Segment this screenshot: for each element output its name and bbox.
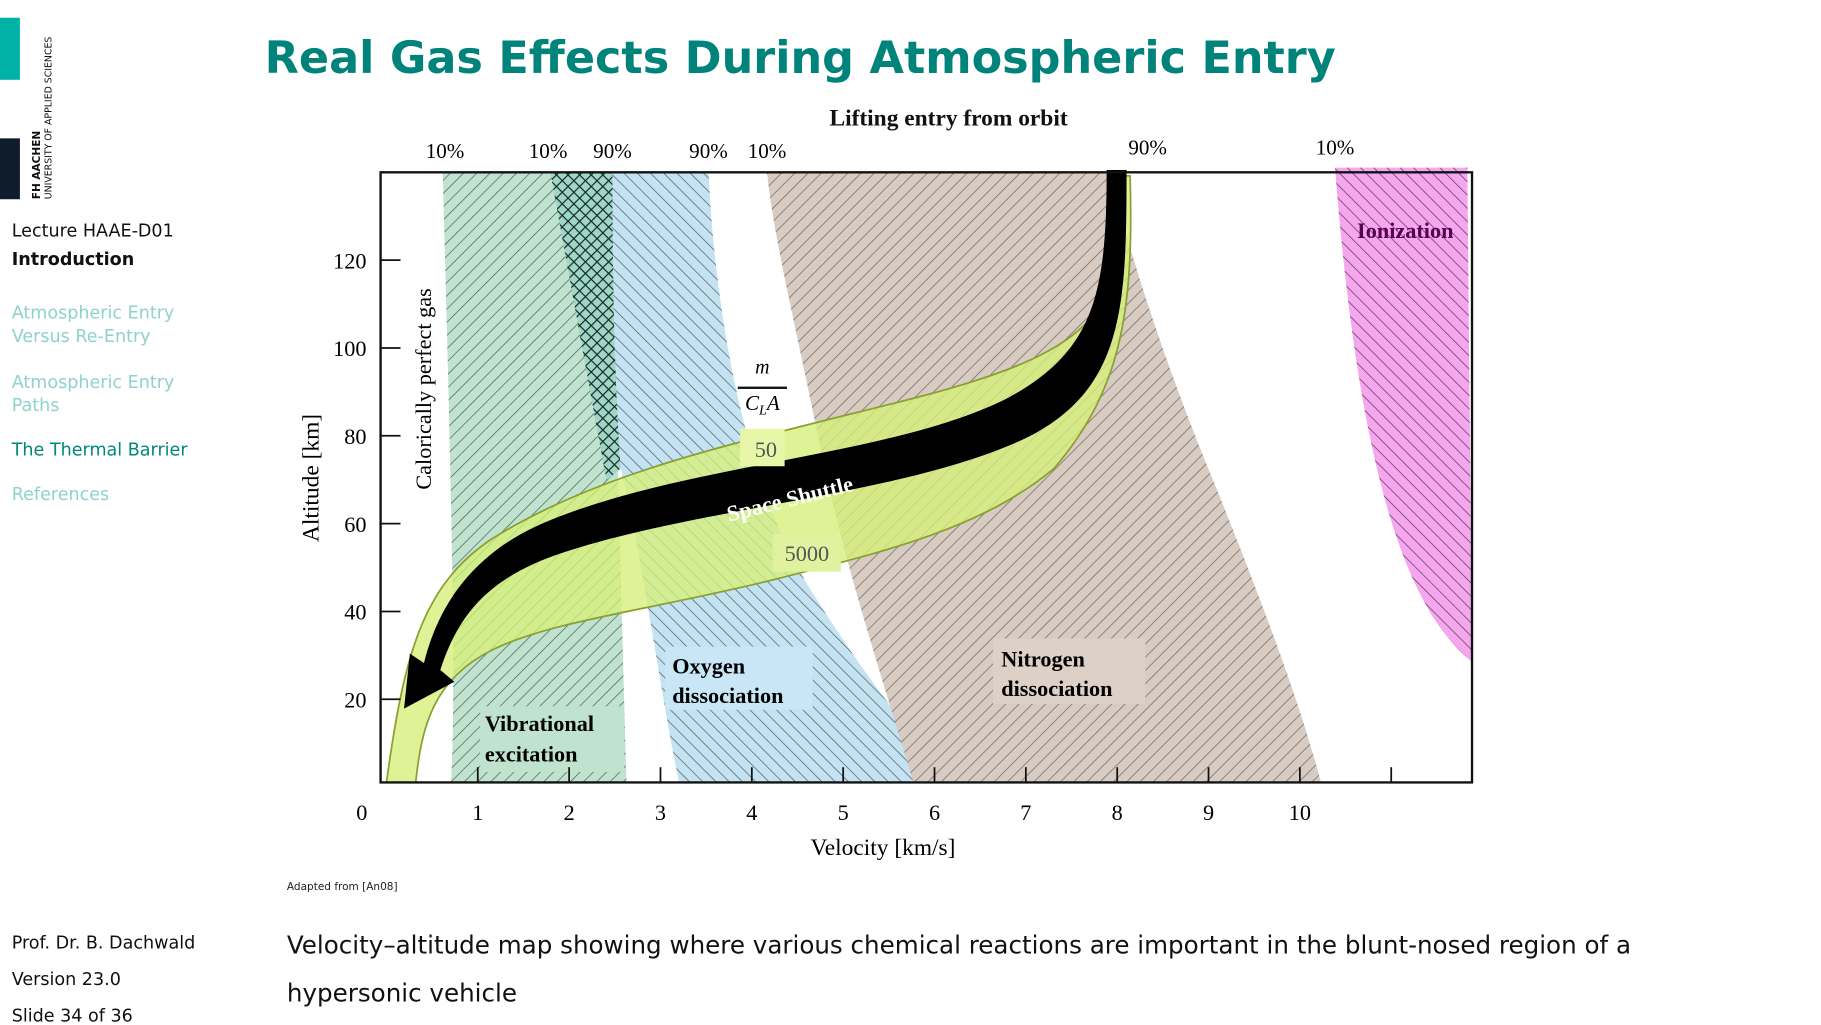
x-axis-label: Velocity [km/s] bbox=[810, 835, 955, 861]
logo-bar bbox=[0, 138, 20, 200]
nav-line: Paths bbox=[12, 396, 60, 416]
y-tick-label: 40 bbox=[344, 600, 366, 625]
footer: Prof. Dr. B. Dachwald Version 23.0 Slide 3… bbox=[12, 934, 196, 1025]
logo-subtitle: UNIVERSITY OF APPLIED SCIENCES bbox=[44, 37, 55, 200]
percent-label: 90% bbox=[1128, 136, 1167, 160]
x-tick-label: 7 bbox=[1020, 800, 1031, 825]
label-box bbox=[665, 646, 813, 710]
percent-label: 90% bbox=[593, 139, 632, 163]
percent-label: 10% bbox=[426, 139, 465, 163]
corridor-label: 50 bbox=[755, 437, 777, 462]
label-box bbox=[993, 638, 1146, 704]
nav-line: References bbox=[12, 485, 110, 505]
percent-label: 10% bbox=[1316, 136, 1355, 160]
caption: Velocity–altitude map showing where vari… bbox=[287, 930, 1631, 1007]
nav-line: The Thermal Barrier bbox=[11, 441, 189, 461]
footer-line: Slide 34 of 36 bbox=[12, 1006, 133, 1025]
x-tick-label: 4 bbox=[746, 800, 757, 825]
y-tick-label: 60 bbox=[344, 512, 366, 537]
y-tick-label: 20 bbox=[344, 687, 366, 712]
corridor-label: 5000 bbox=[785, 541, 830, 566]
nav-item[interactable]: Atmospheric Entry Paths bbox=[12, 373, 175, 416]
shuttle-arrow bbox=[404, 169, 1127, 709]
percent-label: 10% bbox=[529, 139, 568, 163]
label-box bbox=[480, 706, 625, 772]
region-label: Nitrogen dissociation bbox=[1001, 646, 1113, 700]
x-tick-label: 6 bbox=[929, 800, 940, 825]
plot-frame bbox=[379, 171, 1474, 784]
y-tick-label: 120 bbox=[333, 248, 366, 273]
region-label: Oxygen dissociation bbox=[672, 654, 784, 708]
x-tick-label: 10 bbox=[1289, 800, 1311, 825]
percent-label: 10% bbox=[748, 139, 787, 163]
y-axis-label: Altitude [km] bbox=[299, 414, 325, 542]
label-box bbox=[740, 428, 785, 467]
x-tick-label: 9 bbox=[1203, 800, 1214, 825]
fraction-bar bbox=[737, 386, 787, 389]
y-tick-label: 80 bbox=[344, 424, 366, 449]
nav: Atmospheric Entry Versus Re-EntryAtmosphe… bbox=[11, 304, 189, 506]
ratio-numerator: m bbox=[755, 357, 769, 379]
figure: Lifting entry from orbit Vibrational exci… bbox=[299, 105, 1474, 861]
x-tick-label: 5 bbox=[838, 800, 849, 825]
percent-labels: 10% 10% 90% 90% 10% 90% 10% bbox=[426, 136, 1355, 164]
x-tick-label: 2 bbox=[564, 800, 575, 825]
nav-item[interactable]: References bbox=[12, 485, 110, 505]
slide-title: Real Gas Effects During Atmospheric Entr… bbox=[265, 33, 1336, 84]
label-box bbox=[772, 534, 841, 572]
source-note: Adapted from [An08] bbox=[287, 881, 398, 893]
y-tick-label: 100 bbox=[333, 336, 366, 361]
x-tick-label: 0 bbox=[356, 800, 367, 825]
nav-line: Atmospheric Entry bbox=[12, 304, 175, 324]
percent-label: 90% bbox=[689, 139, 728, 163]
nav-item[interactable]: Atmospheric Entry Versus Re-Entry bbox=[12, 304, 175, 347]
logo-name: FH AACHEN bbox=[31, 131, 43, 199]
axis-ticks: 0 1 2 3 4 5 6 7 8 9 10 20 40 60 80 100 120 bbox=[333, 248, 1393, 825]
footer-line: Version 23.0 bbox=[12, 970, 121, 990]
region-label: Vibrational excitation bbox=[485, 711, 594, 766]
region-label: Ionization bbox=[1357, 218, 1454, 243]
nav-line: Versus Re-Entry bbox=[12, 327, 151, 347]
oxygen-hatch bbox=[585, 172, 955, 783]
figure-heading: Lifting entry from orbit bbox=[829, 105, 1067, 131]
nav-item[interactable]: The Thermal Barrier bbox=[11, 441, 189, 461]
x-tick-label: 8 bbox=[1112, 800, 1123, 825]
logo-bar bbox=[0, 17, 20, 80]
nav-line: Atmospheric Entry bbox=[12, 373, 175, 393]
lecture: Lecture HAAE-D01 bbox=[12, 222, 174, 242]
x-tick-label: 1 bbox=[472, 800, 483, 825]
x-tick-label: 3 bbox=[655, 800, 666, 825]
footer-line: Prof. Dr. B. Dachwald bbox=[12, 934, 196, 954]
section: Introduction bbox=[12, 250, 135, 270]
ionization-hatch bbox=[1335, 167, 1473, 662]
calorically-label: Calorically perfect gas bbox=[411, 288, 436, 489]
ratio-denominator: CLA bbox=[745, 391, 780, 419]
overlap-crosshatch bbox=[550, 172, 621, 481]
